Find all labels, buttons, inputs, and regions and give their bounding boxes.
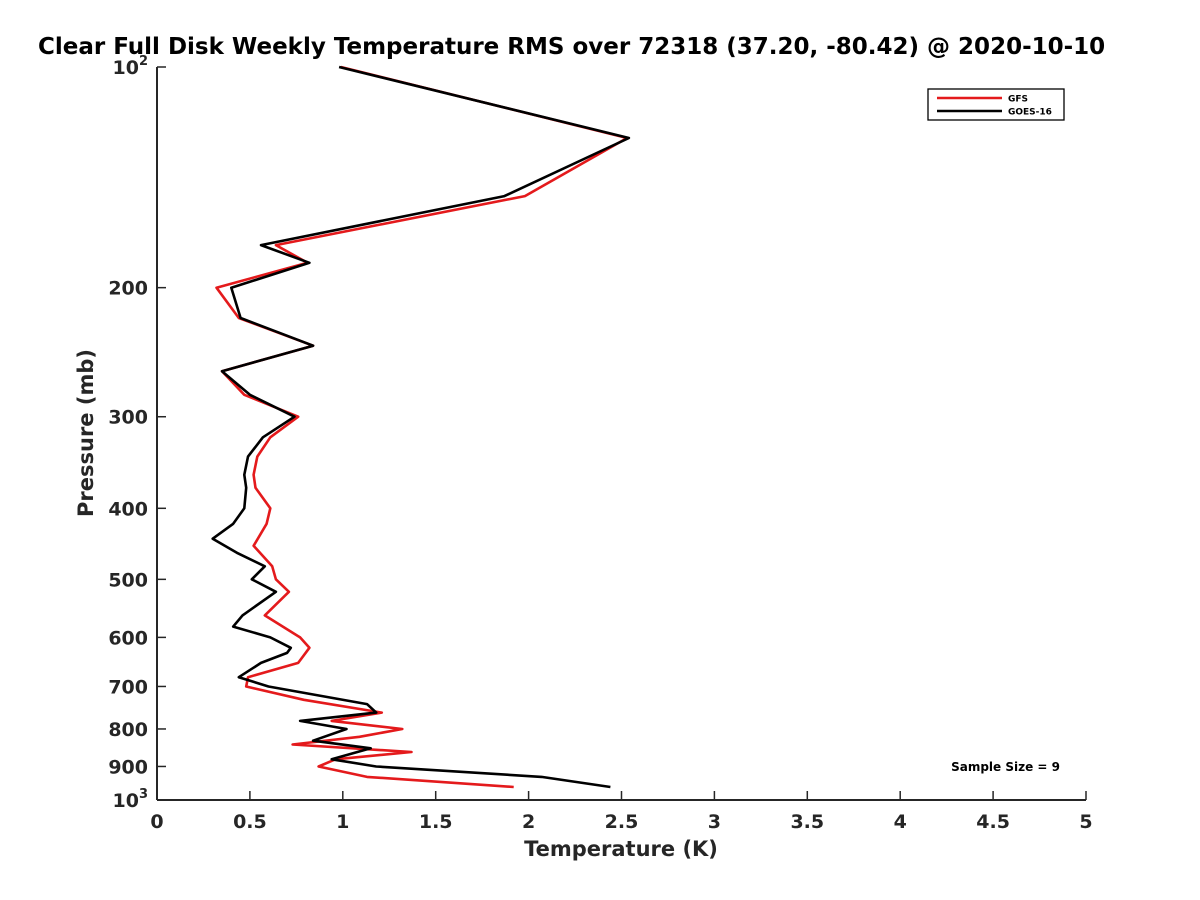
legend-label: GFS xyxy=(1008,95,1028,105)
y-tick-label: 700 xyxy=(108,676,148,698)
series-lines xyxy=(211,65,631,789)
y-tick-base: 900 xyxy=(108,756,148,778)
y-tick-base: 800 xyxy=(108,719,148,741)
y-tick-base: 300 xyxy=(108,407,148,429)
y-tick-label: 400 xyxy=(108,498,148,520)
x-tick-label: 0.5 xyxy=(233,811,267,833)
y-tick-label: 200 xyxy=(108,278,148,300)
x-tick-label: 5 xyxy=(1079,811,1092,833)
x-tick-label: 3 xyxy=(708,811,721,833)
plot-area: 0 0.5 1 1.5 2 2.5 3 3.5 4 4.5 5 102200300400500600… xyxy=(108,54,1092,833)
y-tick-exponent: 2 xyxy=(139,54,148,69)
y-tick-label: 300 xyxy=(108,407,148,429)
y-axis-label: Pressure (mb) xyxy=(74,349,98,517)
legend: GFS GOES-16 xyxy=(927,88,1065,121)
y-tick-label: 103 xyxy=(113,787,149,812)
y-tick-label: 600 xyxy=(108,627,148,649)
y-tick-label: 800 xyxy=(108,719,148,741)
y-tick-base: 10 xyxy=(113,57,139,79)
x-tick-label: 1 xyxy=(336,811,349,833)
y-tick-base: 600 xyxy=(108,627,148,649)
x-tick-label: 4.5 xyxy=(976,811,1010,833)
y-tick-base: 400 xyxy=(108,498,148,520)
x-axis-ticks: 0 0.5 1 1.5 2 2.5 3 3.5 4 4.5 5 xyxy=(150,791,1093,833)
x-tick-label: 2.5 xyxy=(605,811,639,833)
y-tick-label: 500 xyxy=(108,569,148,591)
y-tick-base: 700 xyxy=(108,676,148,698)
x-tick-label: 2 xyxy=(522,811,535,833)
y-tick-base: 200 xyxy=(108,278,148,300)
x-tick-label: 1.5 xyxy=(419,811,453,833)
sample-size-annotation: Sample Size = 9 xyxy=(951,760,1060,774)
x-axis-label: Temperature (K) xyxy=(524,837,718,861)
x-tick-label: 0 xyxy=(150,811,163,833)
x-tick-label: 4 xyxy=(894,811,907,833)
y-tick-base: 500 xyxy=(108,569,148,591)
legend-label: GOES-16 xyxy=(1008,108,1052,118)
legend-box xyxy=(927,88,1065,121)
y-tick-base: 10 xyxy=(113,790,139,812)
y-tick-label: 102 xyxy=(113,54,149,79)
y-tick-label: 900 xyxy=(108,756,148,778)
series-line-goes-16 xyxy=(211,65,631,789)
x-tick-label: 3.5 xyxy=(790,811,824,833)
chart-title: Clear Full Disk Weekly Temperature RMS o… xyxy=(38,34,1105,60)
y-tick-exponent: 3 xyxy=(139,787,148,802)
